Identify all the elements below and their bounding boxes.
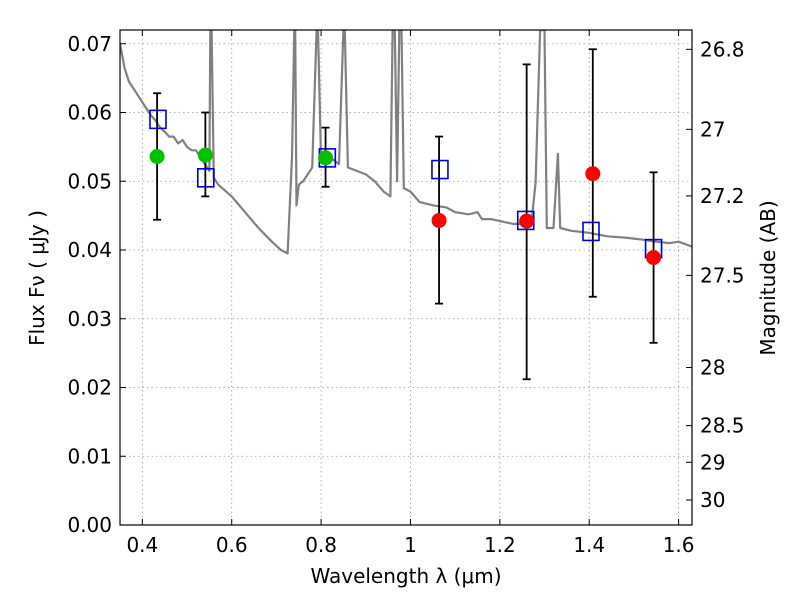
x-tick-label: 1.6	[663, 533, 695, 557]
plot-background	[120, 30, 692, 525]
observed-flux-point	[431, 212, 447, 228]
magnitude-tick-label: 29	[700, 450, 725, 474]
magnitude-tick-label: 26.8	[700, 37, 745, 61]
observed-flux-point	[646, 250, 662, 266]
plot-marks	[120, 30, 692, 381]
x-axis-label: Wavelength λ (μm)	[310, 564, 501, 588]
x-axis-ticks: 0.4 0.6 0.8 1 1.2 1.4 1.6	[126, 30, 695, 557]
magnitude-tick-label: 30	[700, 488, 725, 512]
model-flux-square	[431, 159, 449, 180]
y-tick-label: 0.03	[67, 307, 112, 331]
observed-flux-points	[149, 147, 662, 266]
x-tick-label: 1.2	[484, 533, 516, 557]
y-axis-ticks: 0.00 0.01 0.02 0.03 0.04 0.05 0.06 0.07	[67, 32, 126, 537]
observed-flux-point	[318, 150, 334, 166]
y-tick-label: 0.05	[67, 169, 112, 193]
y-tick-label: 0.01	[67, 444, 112, 468]
observed-flux-point	[197, 147, 213, 163]
x-tick-label: 0.6	[216, 533, 248, 557]
spectrum-line	[120, 30, 692, 255]
magnitude-tick-label: 28.5	[700, 414, 745, 438]
observed-flux-point	[519, 213, 535, 229]
magnitude-tick-label: 27.2	[700, 184, 745, 208]
x-tick-label: 0.8	[305, 533, 337, 557]
magnitude-axis-ticks: 26.8 27 27.2 27.5 28 28.5 29 30	[686, 37, 745, 512]
model-flux-square	[197, 168, 215, 188]
y-tick-label: 0.02	[67, 376, 112, 400]
x-tick-label: 0.4	[126, 533, 158, 557]
x-tick-label: 1.4	[573, 533, 605, 557]
y-tick-label: 0.04	[67, 238, 112, 262]
magnitude-tick-label: 27.5	[700, 263, 745, 287]
observed-flux-point	[149, 149, 165, 164]
y-axis-label: Flux Fν ( μJy )	[25, 210, 49, 346]
magnitude-tick-label: 27	[700, 117, 725, 141]
y-tick-label: 0.00	[67, 513, 112, 537]
x-tick-label: 1	[404, 533, 417, 557]
plot-frame	[119, 29, 693, 526]
model-flux-square	[149, 109, 167, 130]
y-tick-label: 0.06	[67, 101, 112, 125]
observed-flux-point	[585, 166, 601, 182]
y-tick-label: 0.07	[67, 32, 112, 56]
magnitude-axis-label: Magnitude (AB)	[756, 200, 780, 355]
magnitude-tick-label: 28	[700, 355, 725, 379]
model-flux-square	[582, 221, 600, 242]
